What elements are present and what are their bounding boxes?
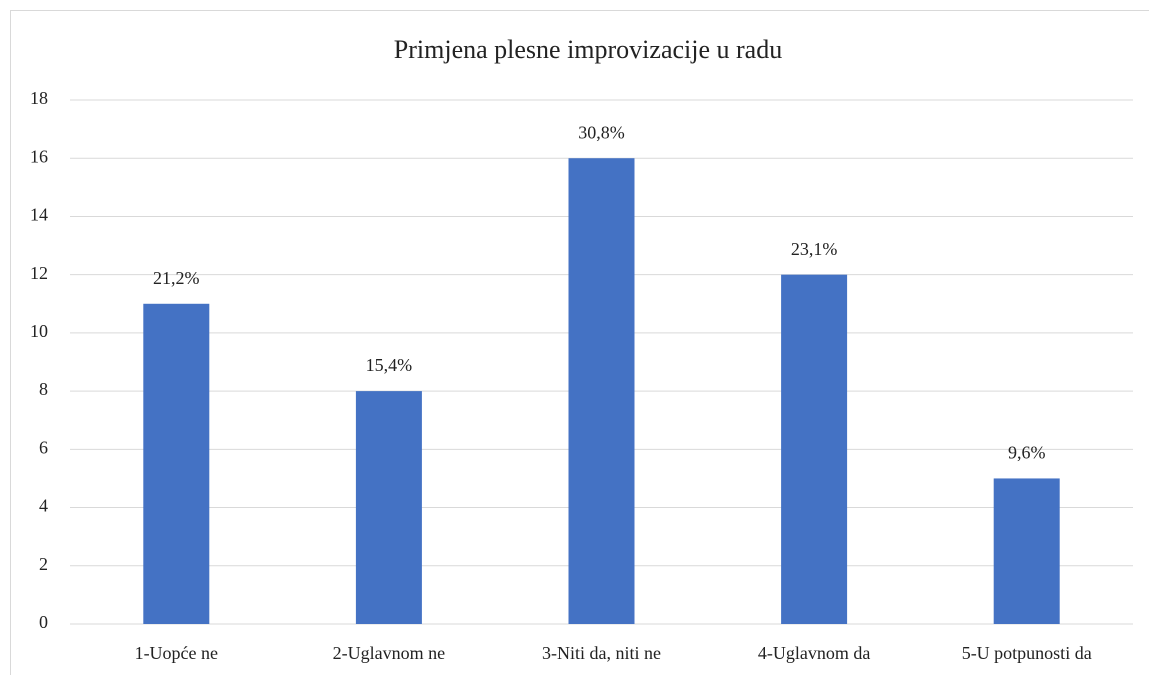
value-label: 30,8% [578,122,625,142]
bar [568,158,635,624]
bar [781,274,848,624]
y-tick-label: 10 [30,321,48,341]
y-tick-label: 6 [39,437,48,457]
bar [355,391,422,624]
y-tick-label: 8 [39,379,48,399]
chart-title: Primjena plesne improvizacije u radu [394,35,782,64]
y-tick-label: 2 [39,554,48,574]
value-label: 21,2% [153,268,200,288]
bar [143,303,210,624]
x-tick-label: 3-Niti da, niti ne [542,643,661,663]
value-label: 9,6% [1008,443,1046,463]
y-tick-label: 14 [30,205,48,225]
x-tick-label: 2-Uglavnom ne [333,643,445,663]
y-tick-label: 0 [39,612,48,632]
x-tick-label: 5-U potpunosti da [962,643,1092,663]
y-tick-label: 4 [39,496,48,516]
value-label: 23,1% [791,239,838,259]
value-label: 15,4% [366,355,413,375]
x-tick-label: 4-Uglavnom da [758,643,870,663]
y-tick-label: 18 [30,88,48,108]
x-tick-label: 1-Uopće ne [135,643,218,663]
y-tick-label: 16 [30,146,48,166]
y-tick-label: 12 [30,263,48,283]
bar [993,478,1060,624]
